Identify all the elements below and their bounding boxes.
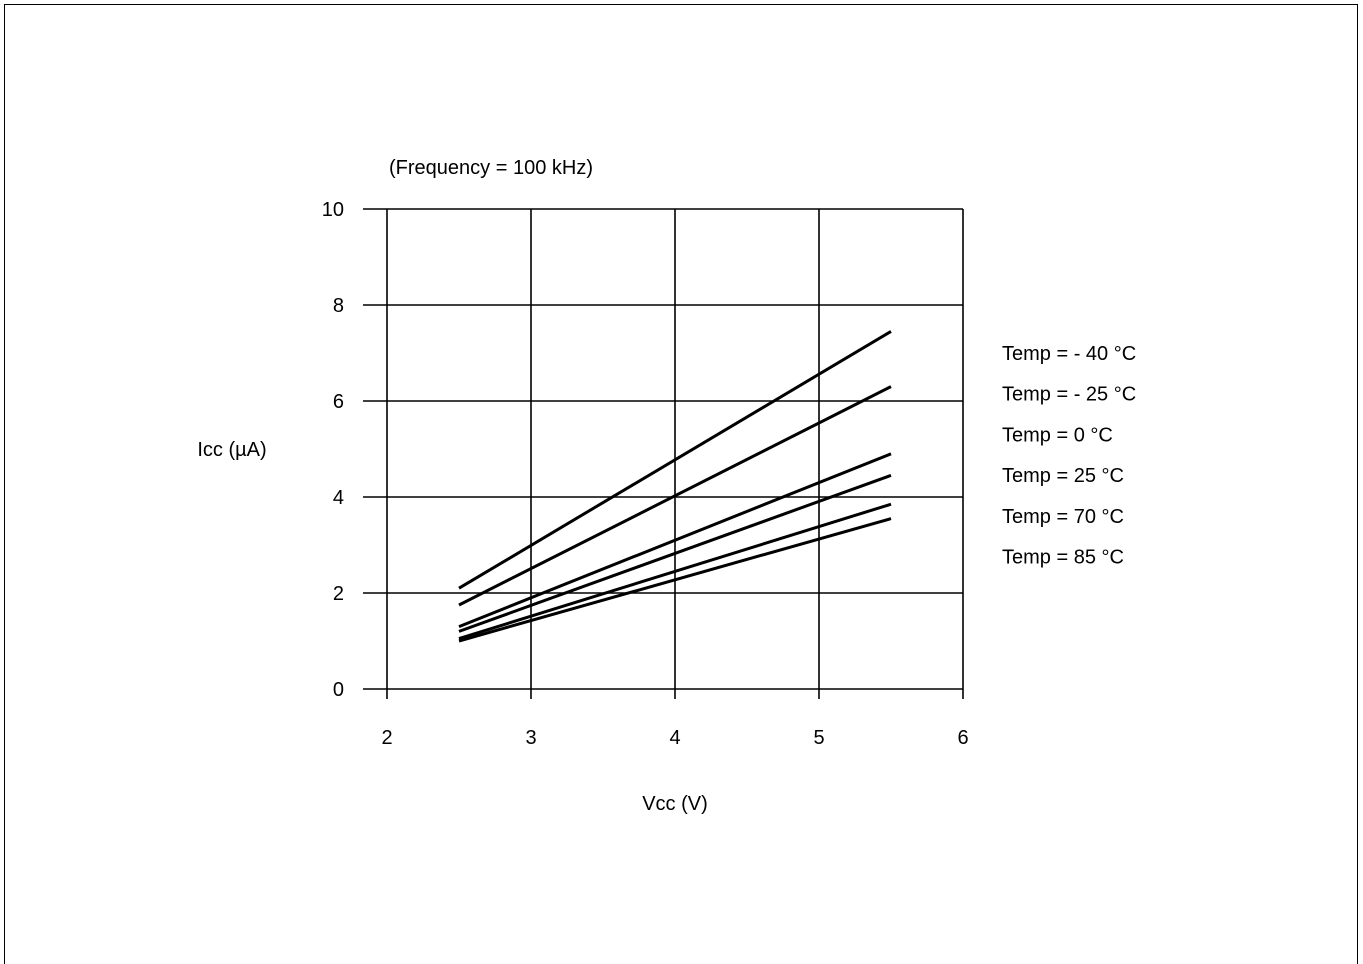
y-tick-label: 2 [333, 583, 344, 605]
series-line-3 [458, 452, 892, 628]
legend-entry: Temp = - 40 °C [1002, 343, 1136, 365]
x-tick-label: 3 [525, 727, 536, 749]
y-tick-label: 8 [333, 295, 344, 317]
series-line-6 [458, 517, 892, 643]
series-lines [458, 330, 892, 643]
axis-ticks: 2 3 4 5 6 0 2 4 6 8 10 [322, 199, 969, 749]
x-axis-label: Vcc (V) [642, 793, 708, 815]
legend-entry: Temp = 25 °C [1002, 465, 1124, 487]
legend-entry: Temp = - 25 °C [1002, 384, 1136, 406]
series-line-2 [458, 385, 892, 607]
x-tick-label: 4 [669, 727, 680, 749]
x-tick-label: 2 [381, 727, 392, 749]
y-axis-label: Icc (µA) [197, 439, 266, 461]
y-tick-label: 6 [333, 391, 344, 413]
series-line-5 [458, 502, 892, 641]
grid [363, 208, 964, 699]
x-tick-label: 6 [957, 727, 968, 749]
y-tick-label: 10 [322, 199, 344, 221]
series-line-1 [458, 330, 892, 590]
chart-annotation: (Frequency = 100 kHz) [389, 157, 593, 179]
legend: Temp = - 40 °C Temp = - 25 °C Temp = 0 °C T… [1002, 343, 1136, 569]
y-tick-label: 4 [333, 487, 344, 509]
legend-entry: Temp = 0 °C [1002, 424, 1113, 446]
y-tick-label: 0 [333, 679, 344, 701]
legend-entry: Temp = 70 °C [1002, 506, 1124, 528]
legend-entry: Temp = 85 °C [1002, 547, 1124, 569]
series-line-4 [458, 473, 892, 633]
figure-frame [4, 4, 1358, 964]
x-tick-label: 5 [813, 727, 824, 749]
